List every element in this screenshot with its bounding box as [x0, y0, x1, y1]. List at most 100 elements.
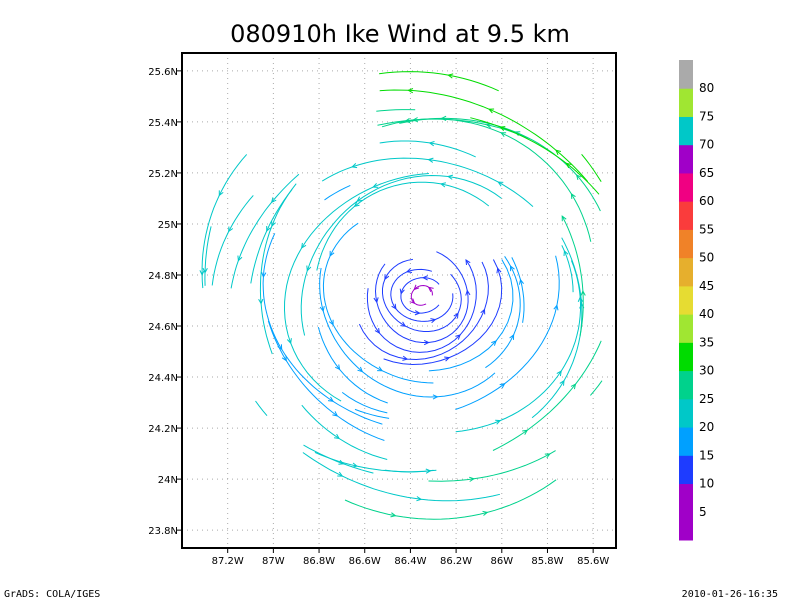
- chart-title: 080910h Ike Wind at 9.5 km: [230, 20, 570, 48]
- streamline: [428, 259, 514, 372]
- streamline-arrow: [565, 162, 572, 169]
- streamline-arrow: [488, 108, 495, 114]
- streamline-arrow: [399, 288, 405, 295]
- colorbar-swatch: [679, 116, 693, 146]
- streamline-arrow: [522, 429, 529, 435]
- colorbar-label: 55: [699, 222, 714, 236]
- streamline-arrow: [453, 312, 459, 319]
- colorbar-label: 20: [699, 420, 714, 434]
- streamline-arrow: [555, 149, 562, 155]
- streamline-arrow: [469, 476, 476, 482]
- streamline: [302, 452, 501, 502]
- colorbar-label: 50: [699, 251, 714, 265]
- colorbar-label: 35: [699, 335, 714, 349]
- y-tick-label: 24.8N: [148, 271, 178, 282]
- colorbar-label: 75: [699, 109, 714, 123]
- streamline-arrow: [405, 267, 413, 273]
- colorbar-swatch: [679, 201, 693, 230]
- footer-left: GrADS: COLA/IGES: [4, 589, 100, 600]
- streamline: [283, 173, 429, 402]
- streamline-arrow: [499, 383, 506, 389]
- streamline-arrow: [351, 163, 358, 169]
- colorbar-label: 65: [699, 166, 714, 180]
- x-tick-label: 86.6W: [349, 556, 381, 567]
- streamline: [303, 444, 374, 474]
- streamline: [358, 261, 489, 361]
- y-tick-label: 24.2N: [148, 424, 178, 435]
- streamline: [314, 451, 437, 473]
- streamline: [321, 157, 534, 207]
- streamlines: [199, 71, 603, 520]
- streamline-arrow: [561, 215, 567, 222]
- streamline: [470, 117, 600, 195]
- colorbar-swatch: [679, 455, 693, 485]
- streamline-arrow: [332, 411, 339, 417]
- streamline-arrow: [202, 267, 208, 274]
- x-tick-label: 86W: [490, 556, 513, 567]
- streamline-arrow: [356, 196, 363, 202]
- streamline: [319, 267, 496, 398]
- streamline-arrow: [518, 278, 524, 285]
- streamline-arrow: [390, 512, 397, 518]
- streamline-arrow: [575, 174, 582, 181]
- footer-right: 2010-01-26-16:35: [682, 589, 778, 600]
- streamline: [590, 380, 603, 396]
- streamline-arrow: [407, 88, 414, 94]
- streamline-arrow: [559, 379, 565, 386]
- streamline-arrow: [496, 267, 502, 274]
- streamline: [322, 222, 434, 384]
- streamline-arrow: [328, 319, 334, 326]
- y-tick-label: 25.4N: [148, 118, 178, 129]
- x-tick-label: 86.8W: [303, 556, 335, 567]
- streamline-arrow: [400, 321, 407, 327]
- streamline-arrow: [570, 383, 577, 390]
- streamline: [374, 251, 469, 343]
- colorbar-label: 25: [699, 392, 714, 406]
- colorbar-swatch: [679, 511, 693, 541]
- streamline: [379, 89, 589, 182]
- colorbar-label: 60: [699, 194, 714, 208]
- streamline-arrow: [319, 305, 325, 313]
- colorbar-label: 80: [699, 81, 714, 95]
- streamline-arrow: [500, 132, 507, 138]
- streamline-arrow: [428, 141, 435, 147]
- colorbar-swatch: [679, 342, 693, 372]
- streamline: [455, 255, 560, 410]
- streamline-arrow: [422, 275, 428, 281]
- streamline-arrow: [413, 284, 420, 291]
- streamline-arrow: [353, 201, 360, 208]
- y-axis-ticks: 23.8N 24N 24.2N 24.4N 24.6N 24.8N 25N 25.2N 25.4…: [148, 67, 182, 537]
- streamline: [366, 259, 477, 353]
- y-tick-label: 24.4N: [148, 373, 178, 384]
- streamline-arrow: [351, 462, 359, 468]
- streamline-arrow: [439, 182, 447, 188]
- streamline-arrow: [402, 355, 409, 361]
- streamline-arrow: [556, 370, 562, 377]
- streamline-arrow: [391, 303, 397, 310]
- streamline-arrow: [372, 183, 379, 188]
- streamline-arrow: [465, 289, 471, 296]
- streamline-arrow: [432, 394, 439, 400]
- streamline-arrow: [499, 126, 506, 131]
- streamline: [561, 215, 584, 337]
- streamline-arrow: [465, 259, 471, 266]
- streamline: [561, 245, 574, 293]
- y-tick-label: 24N: [158, 475, 178, 486]
- colorbar-swatch: [679, 427, 693, 456]
- streamline-arrow: [281, 355, 287, 362]
- colorbar-swatch: [679, 172, 693, 202]
- colorbar-label: 45: [699, 279, 714, 293]
- streamline: [201, 154, 248, 289]
- streamline-arrow: [218, 190, 224, 197]
- streamline-arrow: [427, 157, 434, 163]
- x-tick-label: 85.6W: [577, 556, 609, 567]
- streamline: [211, 195, 254, 286]
- colorbar-label: 70: [699, 138, 714, 152]
- y-tick-label: 25.6N: [148, 67, 178, 78]
- streamline: [381, 118, 592, 242]
- streamline-arrow: [414, 310, 421, 316]
- streamline-arrow: [580, 289, 586, 296]
- grid-lines: [182, 53, 616, 548]
- colorbar-swatch: [679, 483, 693, 513]
